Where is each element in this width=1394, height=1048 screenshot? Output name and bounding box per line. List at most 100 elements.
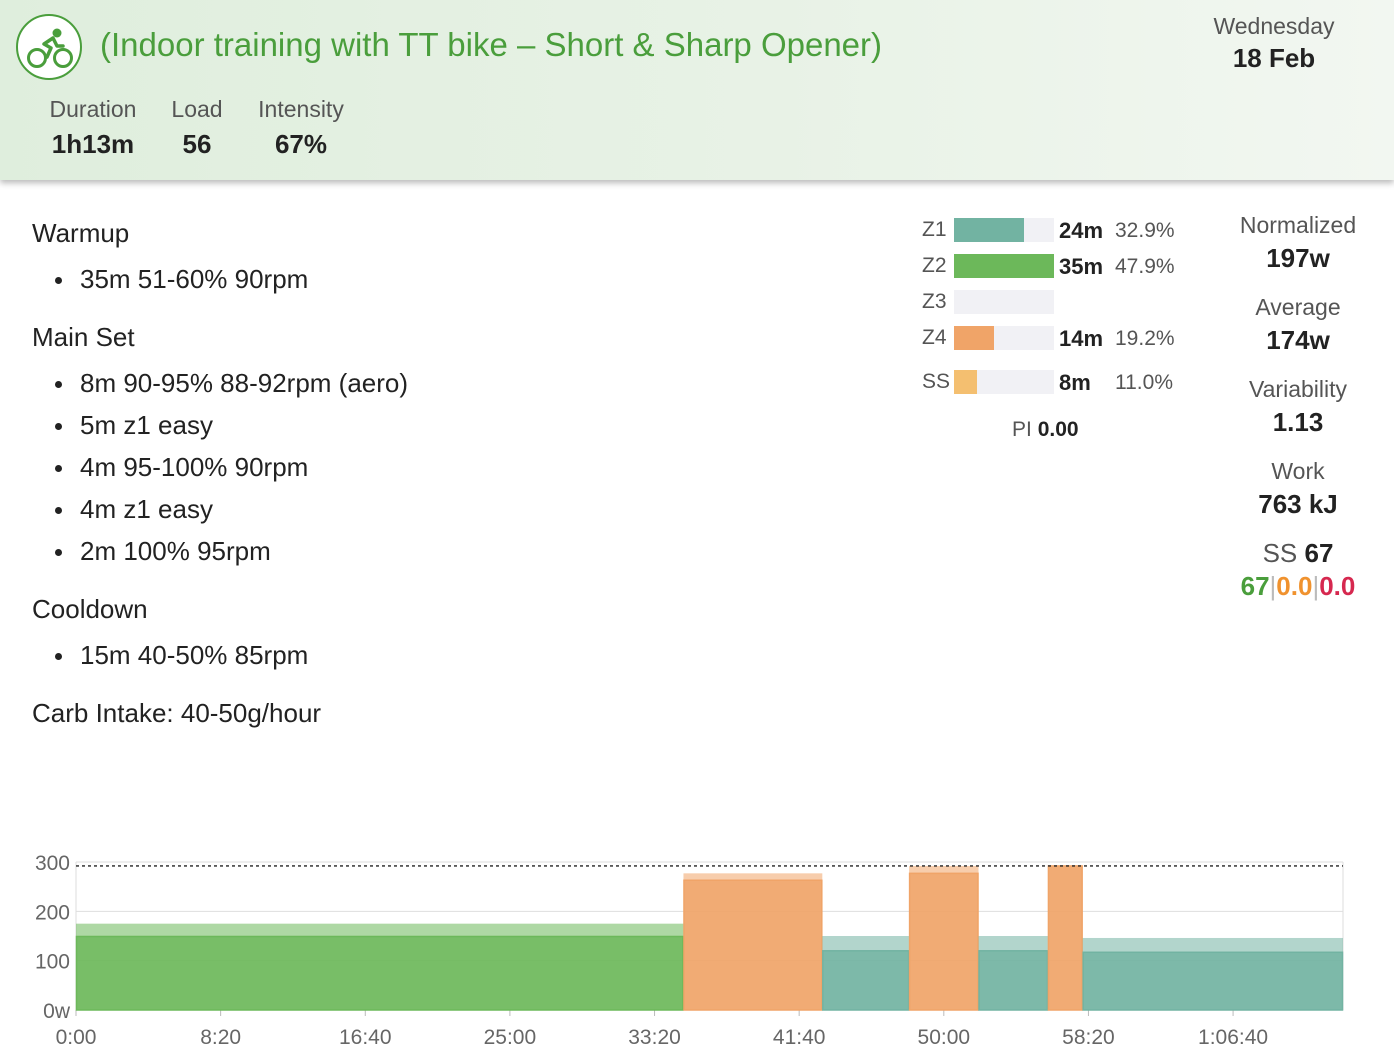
x-tick-label: 16:40 [339,1026,392,1048]
workout-description: Warmup 35m 51-60% 90rpm Main Set 8m 90-9… [32,214,408,732]
zone-bar-fill [954,370,977,394]
x-tick-label: 25:00 [484,1026,537,1048]
interval-range-bar [978,936,1048,951]
interval-bar [1082,951,1344,1011]
step-item: 5m z1 easy [32,404,408,446]
zone-name: SS [922,370,951,393]
interval-range-bar [909,865,979,874]
x-tick-label: 8:20 [200,1026,241,1048]
x-tick-label: 33:20 [628,1026,681,1048]
stat-label: Load [171,96,223,122]
y-tick-label: 200 [35,901,70,924]
stat-value: 174w [1266,325,1330,355]
strain-split-low: 67 [1240,571,1270,601]
variability-stat: Variability 1.13 [1212,376,1384,458]
load-stat: Load 56 [166,96,228,160]
strain-score: SS 67 [1212,538,1384,569]
step-item: 8m 90-95% 88-92rpm (aero) [32,362,408,404]
workout-title[interactable]: (Indoor training with TT bike – Short & … [100,26,883,63]
stat-label: Normalized [1239,212,1357,238]
power-profile-chart: 0w 100 200 300 0:00 8:20 16:40 25:00 33:20 41:40 5… [35,852,1344,1048]
stat-label: Work [1271,458,1325,484]
zone-percent: 47.9% [1115,255,1175,278]
power-stats: Normalized 197w Average 174w Variability… [1212,212,1384,602]
interval-range-bar [1082,937,1343,953]
zone-bar-track [954,326,1054,350]
interval-range-bar [822,936,910,951]
interval-range-bar [76,923,684,937]
stat-value: 67% [274,129,328,159]
work-stat: Work 763 kJ [1212,458,1384,540]
zone-bar-track [954,370,1054,394]
stat-label: Duration [49,96,137,122]
zone-name: Z3 [922,290,947,313]
zone-percent: 19.2% [1115,327,1175,350]
zone-row-z2: Z2 35m 47.9% [916,252,1186,279]
zone-row-z1: Z1 24m 32.9% [916,216,1186,243]
pi-label: PI [1012,418,1032,441]
x-tick-label: 50:00 [918,1026,971,1048]
interval-bar [683,879,823,1011]
workout-header: (Indoor training with TT bike – Short & … [0,0,1394,180]
step-item: 35m 51-60% 90rpm [32,258,408,300]
zone-time: 24m [1059,218,1104,243]
stat-value: 197w [1266,243,1330,273]
stat-label: Variability [1249,376,1347,402]
stat-label: Average [1255,294,1341,320]
y-tick-label: 100 [35,951,70,974]
strain-split-high: 0.0 [1319,571,1356,601]
section-title-main-set: Main Set [32,322,135,352]
intensity-stat: Intensity 67% [252,96,350,160]
carb-intake-text: Carb Intake: 40-50g/hour [32,698,322,728]
zone-bar-track [954,290,1054,314]
zone-bar-fill [954,218,1024,242]
stat-value: 763 kJ [1258,489,1338,519]
x-tick-label: 1:06:40 [1198,1026,1268,1048]
zone-row-z3: Z3 [916,288,1186,314]
stat-value: 1h13m [51,129,135,159]
stat-value: 56 [182,129,212,159]
interval-bar [822,950,910,1011]
y-tick-label: 300 [35,852,70,875]
zone-percent: 11.0% [1115,371,1173,394]
strain-split-mid: 0.0 [1276,571,1313,601]
zone-row-ss: SS 8m 11.0% [916,368,1186,395]
zone-bar-track [954,254,1054,278]
pi-value: 0.00 [1037,418,1079,441]
zone-percent: 32.9% [1115,219,1175,242]
step-item: 2m 100% 95rpm [32,530,408,572]
section-title-warmup: Warmup [32,218,130,248]
interval-bar [908,872,979,1011]
date-label: 18 Feb [1232,43,1316,73]
pi-readout: PI 0.00 [1012,418,1079,442]
separator: | [1312,571,1320,601]
strain-split: 67|0.0|0.0 [1212,571,1384,602]
strain-value: 67 [1304,538,1334,568]
zone-bar-track [954,218,1054,242]
zone-bar-fill [954,254,1054,278]
stat-value: 1.13 [1272,407,1324,437]
zone-name: Z1 [922,218,947,241]
y-tick-label: 0w [43,1000,71,1023]
strain-label: SS [1262,538,1298,568]
interval-bar [75,935,684,1011]
zone-row-z4: Z4 14m 19.2% [916,324,1186,351]
interval-bar [978,950,1049,1011]
zone-time: 14m [1059,326,1104,351]
interval-bar [1047,865,1083,1011]
interval-range-bar [683,873,823,881]
zone-name: Z2 [922,254,947,277]
zone-time: 35m [1059,254,1104,279]
x-tick-label: 0:00 [56,1026,97,1048]
x-tick-label: 58:20 [1062,1026,1115,1048]
average-power-stat: Average 174w [1212,294,1384,376]
step-item: 15m 40-50% 85rpm [32,634,408,676]
bike-icon [16,14,82,80]
zone-name: Z4 [922,326,947,349]
section-title-cooldown: Cooldown [32,594,148,624]
step-item: 4m z1 easy [32,488,408,530]
step-item: 4m 95-100% 90rpm [32,446,408,488]
zone-bar-fill [954,326,994,350]
weekday-label: Wednesday [1213,13,1335,39]
x-tick-label: 41:40 [773,1026,826,1048]
